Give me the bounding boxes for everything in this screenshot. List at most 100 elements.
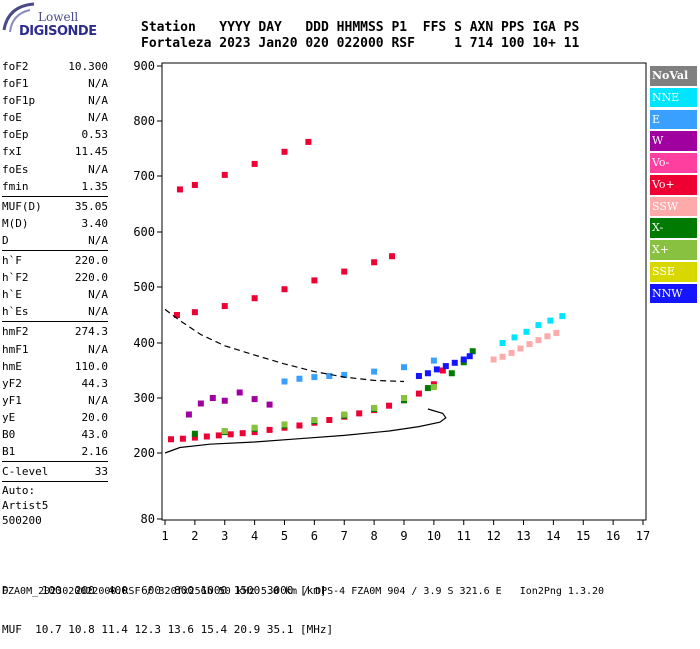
param-value: N/A — [88, 393, 108, 407]
echo-point — [433, 366, 440, 373]
echo-point — [251, 396, 258, 403]
legend-item-vominus: Vo- — [650, 153, 697, 173]
echo-point — [466, 353, 473, 360]
logo-text-lowell: Lowell — [38, 10, 79, 24]
logo-text-digisonde: DIGISONDE — [19, 24, 97, 39]
param-name: foF2 — [2, 60, 29, 73]
legend-item-sse: SSE — [650, 262, 697, 282]
param-divider — [2, 321, 108, 323]
param-row-he: h`E N/A — [2, 286, 108, 303]
echo-point — [191, 430, 198, 437]
param-row-foep: foEp 0.53 — [2, 126, 108, 143]
echo-point — [221, 303, 228, 310]
echo-point — [239, 430, 246, 437]
param-value: 10.300 — [68, 60, 108, 73]
legend-item-voplus: Vo+ — [650, 174, 697, 195]
echo-point — [523, 328, 530, 335]
echo-point — [371, 259, 378, 266]
echo-point — [281, 148, 288, 155]
y-tick-label: 400 — [133, 336, 155, 350]
param-row-b1: B1 2.16 — [2, 443, 108, 460]
legend-item-noval: NoVal — [650, 66, 697, 86]
echo-point — [535, 322, 542, 329]
echo-point — [356, 410, 363, 417]
echo-point — [469, 348, 476, 355]
header-labels: Station YYYY DAY DDD HHMMSS P1 FFS S AXN… — [141, 20, 580, 35]
param-name: h`F — [2, 254, 22, 268]
param-name: fxI — [2, 145, 22, 159]
echo-point — [251, 160, 258, 167]
param-value: 110.0 — [74, 359, 108, 373]
param-row-b0: B0 43.0 — [2, 426, 108, 443]
echo-point — [173, 312, 180, 318]
echo-point — [305, 138, 312, 145]
scaled-parameters-panel: foF2 10.300 foF1 N/A foF1p N/A foE N/A foEp 0.53 f… — [2, 58, 108, 528]
legend-item-w: W — [650, 131, 697, 151]
echo-point — [442, 363, 449, 370]
echo-point — [215, 432, 222, 439]
legend-item-ssw: SSW — [650, 196, 697, 217]
param-name: hmF1 — [2, 342, 29, 356]
echo-point — [191, 434, 198, 441]
param-name: M(D) — [2, 216, 29, 230]
param-name: foEp — [2, 128, 29, 142]
param-value: 2.16 — [81, 445, 109, 459]
param-row-yf2: yF2 44.3 — [2, 375, 108, 392]
echo-point — [266, 401, 273, 408]
x-tick-label: 7 — [341, 529, 348, 543]
echo-point — [451, 359, 458, 366]
echo-point — [311, 417, 318, 423]
param-name: hmE — [2, 359, 22, 373]
echo-point — [203, 433, 210, 440]
echo-point — [251, 429, 258, 436]
echo-point — [535, 337, 542, 344]
legend-item-nne: NNE — [650, 87, 697, 108]
param-name: h`E — [2, 288, 22, 302]
param-value: N/A — [88, 342, 108, 356]
param-row-yf1: yF1 N/A — [2, 392, 108, 409]
param-name: fmin — [2, 179, 29, 193]
echo-point — [227, 431, 234, 438]
echo-point — [326, 373, 333, 379]
param-row-fof2: foF2 10.300 — [2, 58, 108, 75]
x-tick-label: 13 — [516, 529, 530, 543]
param-value: 220.0 — [74, 254, 108, 268]
param-value: 35.05 — [74, 199, 108, 213]
echo-point — [281, 378, 288, 385]
param-row-fof1p: foF1p N/A — [2, 92, 108, 109]
echo-point — [460, 356, 467, 363]
param-row-hf2: h`F2 220.0 — [2, 269, 108, 286]
echo-point — [281, 421, 288, 428]
param-name: h`Es — [2, 305, 29, 319]
y-tick-label: 800 — [133, 114, 155, 128]
legend-item-xplus: X+ — [650, 240, 697, 260]
echo-point — [415, 390, 422, 397]
echo-point — [559, 313, 566, 320]
y-tick-label: 80 — [141, 512, 155, 526]
echo-point — [311, 374, 318, 381]
echo-points-layer — [167, 138, 566, 443]
param-name: yF1 — [2, 393, 22, 407]
profile-lines-layer — [164, 308, 447, 454]
echo-point — [221, 428, 228, 434]
param-value: N/A — [88, 288, 108, 302]
echo-point — [197, 400, 204, 407]
param-value: N/A — [88, 233, 108, 247]
echo-point — [341, 371, 348, 378]
echo-point — [424, 385, 431, 392]
x-tick-label: 16 — [606, 529, 620, 543]
echo-point — [526, 341, 533, 348]
echo-point — [341, 411, 348, 418]
echo-point — [326, 417, 333, 423]
echo-point — [281, 286, 288, 293]
param-value: 33 — [94, 465, 108, 479]
param-divider — [2, 195, 108, 197]
ionogram-chart: 1 2 3 4 5 6 7 8 9 10 11 12 13 14 15 16 17 80200300400500… — [2, 2, 650, 543]
distance-row: D 100 200 400 600 800 1000 1500 3000 [km… — [2, 584, 327, 597]
legend-item-nnw: NNW — [650, 283, 697, 304]
x-tick-label: 6 — [311, 529, 318, 543]
echo-point — [296, 375, 303, 382]
param-row-fmin: fmin 1.35 — [2, 178, 108, 195]
echo-point — [191, 309, 198, 316]
x-tick-label: 11 — [457, 529, 471, 543]
